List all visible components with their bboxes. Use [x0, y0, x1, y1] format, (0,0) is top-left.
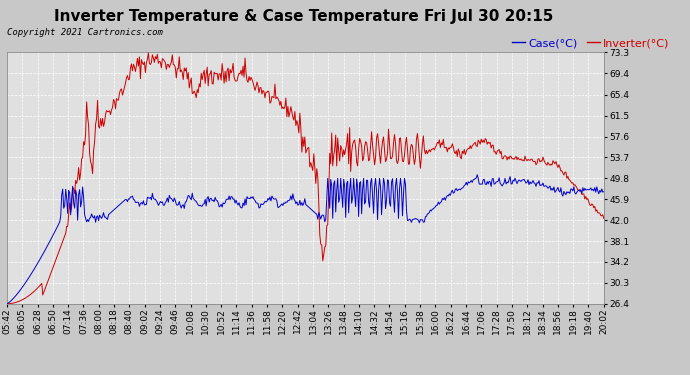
Legend: Case(°C), Inverter(°C): Case(°C), Inverter(°C) [507, 34, 674, 53]
Text: Copyright 2021 Cartronics.com: Copyright 2021 Cartronics.com [7, 28, 163, 37]
Text: Inverter Temperature & Case Temperature Fri Jul 30 20:15: Inverter Temperature & Case Temperature … [54, 9, 553, 24]
